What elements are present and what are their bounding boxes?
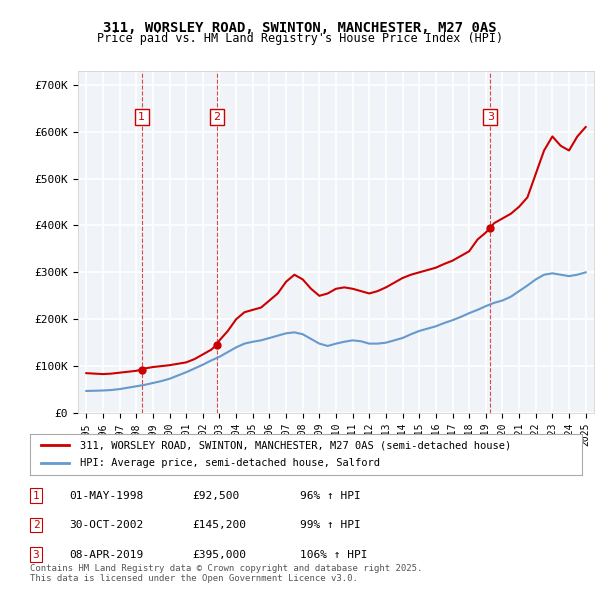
Text: 311, WORSLEY ROAD, SWINTON, MANCHESTER, M27 0AS (semi-detached house): 311, WORSLEY ROAD, SWINTON, MANCHESTER, … (80, 440, 511, 450)
Text: 2: 2 (213, 112, 220, 122)
Text: 3: 3 (32, 550, 40, 559)
Text: 01-MAY-1998: 01-MAY-1998 (69, 491, 143, 500)
Text: 2: 2 (32, 520, 40, 530)
Text: £145,200: £145,200 (192, 520, 246, 530)
Text: £395,000: £395,000 (192, 550, 246, 559)
Text: 30-OCT-2002: 30-OCT-2002 (69, 520, 143, 530)
Text: 3: 3 (487, 112, 494, 122)
Text: HPI: Average price, semi-detached house, Salford: HPI: Average price, semi-detached house,… (80, 458, 380, 468)
Text: Price paid vs. HM Land Registry's House Price Index (HPI): Price paid vs. HM Land Registry's House … (97, 32, 503, 45)
Text: 1: 1 (32, 491, 40, 500)
Text: 311, WORSLEY ROAD, SWINTON, MANCHESTER, M27 0AS: 311, WORSLEY ROAD, SWINTON, MANCHESTER, … (103, 21, 497, 35)
Text: Contains HM Land Registry data © Crown copyright and database right 2025.
This d: Contains HM Land Registry data © Crown c… (30, 563, 422, 583)
Text: £92,500: £92,500 (192, 491, 239, 500)
Text: 1: 1 (138, 112, 145, 122)
Text: 99% ↑ HPI: 99% ↑ HPI (300, 520, 361, 530)
Text: 106% ↑ HPI: 106% ↑ HPI (300, 550, 367, 559)
Text: 96% ↑ HPI: 96% ↑ HPI (300, 491, 361, 500)
Text: 08-APR-2019: 08-APR-2019 (69, 550, 143, 559)
